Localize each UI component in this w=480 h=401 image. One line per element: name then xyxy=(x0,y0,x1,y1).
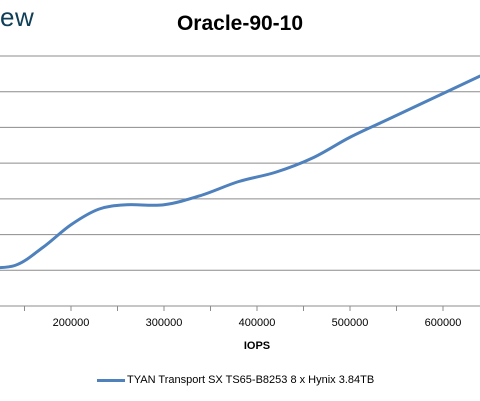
x-tick-label: 200000 xyxy=(53,317,90,329)
gridlines xyxy=(0,55,480,271)
chart-title: Oracle-90-10 xyxy=(176,12,304,35)
x-tick-label: 400000 xyxy=(239,317,276,329)
series-layer xyxy=(0,74,480,270)
x-axis: 200000 300000 400000 500000 600000 xyxy=(0,305,480,329)
x-axis-label: IOPS xyxy=(244,340,270,352)
x-tick-label: 300000 xyxy=(146,317,183,329)
legend: TYAN Transport SX TS65-B8253 8 x Hynix 3… xyxy=(97,374,374,386)
x-tick-label: 500000 xyxy=(332,317,369,329)
x-tick-label: 600000 xyxy=(425,317,462,329)
series-line xyxy=(0,74,480,270)
watermark-text: ew xyxy=(0,2,35,32)
legend-swatch xyxy=(97,378,125,382)
legend-label: TYAN Transport SX TS65-B8253 8 x Hynix 3… xyxy=(127,374,375,386)
